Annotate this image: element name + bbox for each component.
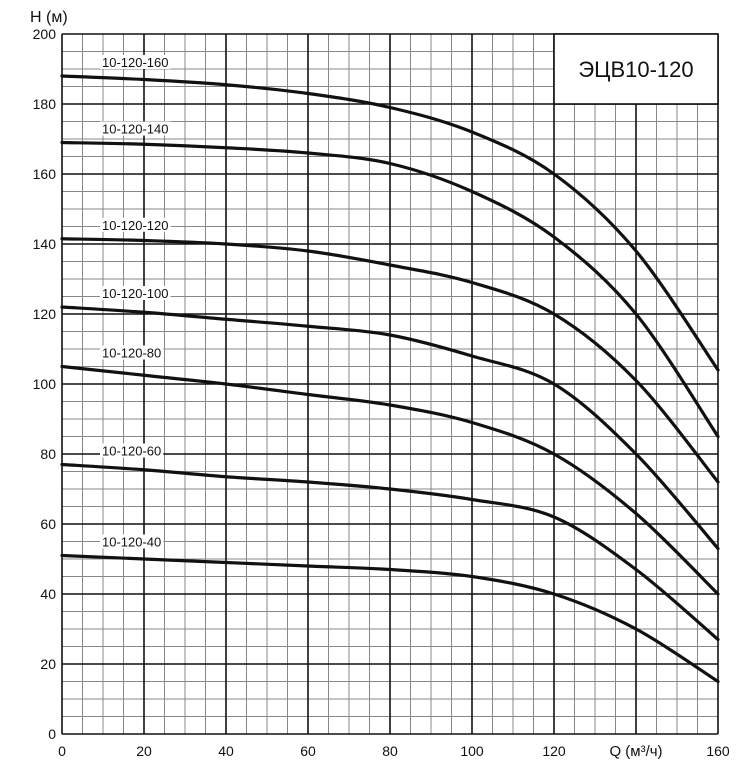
x-tick-label: 40 [218,743,234,759]
series-label-background [100,55,171,69]
x-tick-label: 100 [460,743,484,759]
y-tick-label: 160 [33,166,57,182]
series-line-10-120-140 [60,140,720,439]
series-label-background [100,443,164,458]
y-tick-label: 60 [40,516,56,532]
x-tick-label: 20 [136,743,152,759]
series-label-background [100,121,171,136]
series-label-background [100,217,171,232]
series-label: 10-120-80 [102,346,161,361]
series-label: 10-120-160 [102,55,169,70]
series-line-10-120-80 [60,364,720,596]
series-line-10-120-100 [60,305,720,551]
x-tick-label: 160 [706,743,730,759]
series-label-background [100,534,164,549]
chart-title: ЭЦВ10-120 [578,57,693,82]
y-tick-label: 140 [33,236,57,252]
x-tick-label: 120 [542,743,566,759]
series-label: 10-120-140 [102,122,169,137]
series-line-10-120-40 [60,553,720,684]
title-box [553,33,719,105]
y-tick-label: 40 [40,586,56,602]
series-label-background [100,345,164,360]
series-label: 10-120-60 [102,444,161,459]
series-label-background [100,286,171,300]
series-label: 10-120-40 [102,535,161,550]
y-tick-label: 0 [48,726,56,742]
x-tick-label: 0 [58,743,66,759]
series-label: 10-120-100 [102,286,169,301]
y-tick-label: 200 [33,26,57,42]
y-tick-label: 120 [33,306,57,322]
y-tick-label: 80 [40,446,56,462]
y-tick-label: 180 [33,96,57,112]
series-label: 10-120-120 [102,218,169,233]
x-tick-label: 60 [300,743,316,759]
series-line-10-120-120 [60,237,720,484]
series-line-10-120-60 [60,462,720,642]
y-tick-label: 20 [40,656,56,672]
x-axis-label: Q (м³/ч) [609,743,662,760]
y-axis-label: H (м) [30,9,68,26]
y-tick-label: 100 [33,376,57,392]
series-line-10-120-160 [60,74,720,372]
x-tick-label: 80 [382,743,398,759]
